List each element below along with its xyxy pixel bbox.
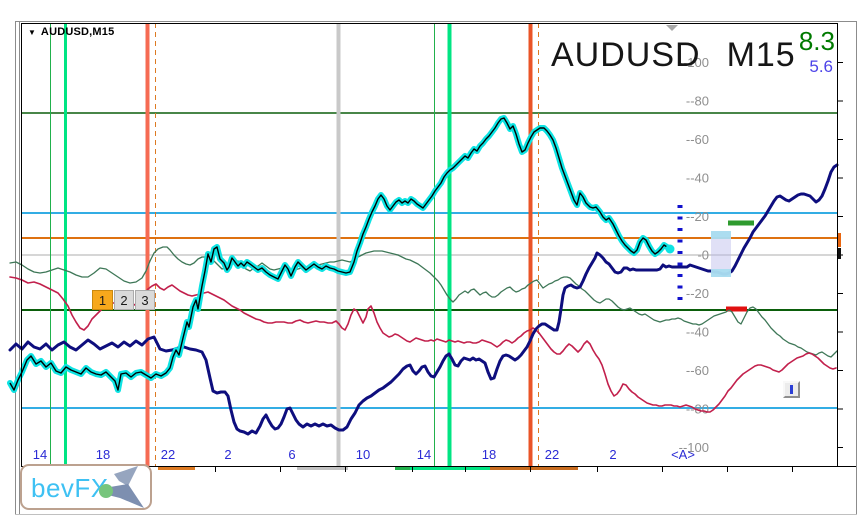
readout-blue-value: 5.6 bbox=[809, 57, 833, 76]
y-axis-label: --80 bbox=[686, 94, 709, 109]
y-axis-label: --40 bbox=[686, 171, 709, 186]
gauge-band-bottom-cap bbox=[711, 269, 731, 277]
session-ribbon bbox=[297, 467, 348, 470]
y-axis-label: --100 bbox=[679, 55, 709, 70]
x-axis-label: 6 bbox=[288, 447, 295, 462]
info-button[interactable] bbox=[783, 381, 800, 398]
edge-price-marker bbox=[837, 233, 841, 247]
x-axis-label: 2 bbox=[224, 447, 231, 462]
session-ribbon bbox=[410, 467, 490, 470]
bird-icon bbox=[99, 466, 144, 508]
plot-border bbox=[21, 23, 838, 467]
mode-button-3[interactable]: 3 bbox=[135, 290, 155, 310]
gauge-band bbox=[711, 231, 731, 277]
window-border-right bbox=[856, 21, 857, 515]
gauge-band-top-cap bbox=[711, 231, 731, 239]
chart-title: AUDUSD M15 bbox=[551, 36, 796, 75]
mode-button-2[interactable]: 2 bbox=[114, 290, 134, 310]
window-border-left-inner bbox=[19, 22, 20, 515]
chart-title-symbol: AUDUSD bbox=[551, 36, 701, 74]
window-border-left-outer bbox=[15, 21, 16, 515]
y-axis-label: --100 bbox=[679, 440, 709, 455]
y-axis-label: --40 bbox=[686, 325, 709, 340]
bevfx-logo: bevFX bbox=[20, 464, 152, 510]
y-axis-label: --20 bbox=[686, 286, 709, 301]
x-axis-label: <A> bbox=[671, 447, 695, 462]
dropdown-arrow-icon: ▼ bbox=[28, 27, 36, 37]
edge-price-marker bbox=[837, 248, 841, 259]
mode-button-1[interactable]: 1 bbox=[92, 290, 113, 310]
y-axis-label: --60 bbox=[686, 132, 709, 147]
session-ribbon bbox=[158, 467, 195, 470]
x-axis-label: 2 bbox=[609, 447, 616, 462]
series-end-dot bbox=[665, 244, 675, 254]
window-border-top bbox=[15, 21, 857, 22]
x-axis-label: 14 bbox=[417, 447, 431, 462]
x-axis-label: 18 bbox=[482, 447, 496, 462]
symbol-timeframe-label: AUDUSD,M15 bbox=[40, 26, 115, 38]
y-axis-label: -0 bbox=[697, 248, 709, 263]
x-axis-label: 18 bbox=[96, 447, 110, 462]
x-axis-label: 14 bbox=[33, 447, 47, 462]
y-axis-label: --60 bbox=[686, 363, 709, 378]
x-axis-label: 22 bbox=[545, 447, 559, 462]
readout-green-value: 8.3 bbox=[798, 26, 835, 56]
chart-shift-triangle-icon bbox=[666, 25, 678, 31]
series-cyan-line-core bbox=[9, 117, 671, 391]
session-ribbon bbox=[490, 467, 578, 470]
series-crimson-line bbox=[9, 276, 837, 413]
x-axis-label: 22 bbox=[161, 447, 175, 462]
session-ribbon bbox=[395, 467, 410, 470]
symbol-timeframe-dropdown[interactable]: ▼ AUDUSD,M15 bbox=[28, 26, 114, 38]
chart-title-timeframe: M15 bbox=[726, 36, 796, 74]
info-icon bbox=[790, 385, 793, 394]
y-axis-label: --20 bbox=[686, 209, 709, 224]
window-border-bottom bbox=[15, 514, 857, 515]
x-axis-label: 10 bbox=[356, 447, 370, 462]
bevfx-logo-text: bevFX bbox=[31, 473, 109, 503]
